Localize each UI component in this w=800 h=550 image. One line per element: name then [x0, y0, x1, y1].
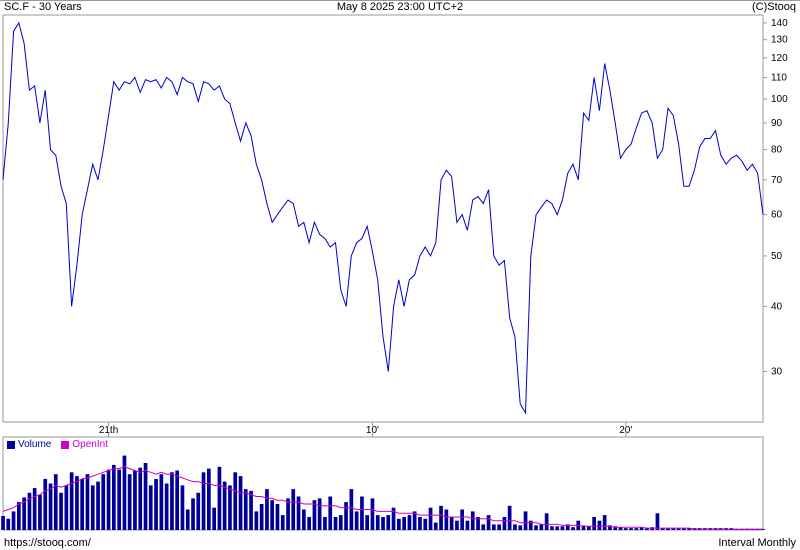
- legend-item: Volume: [7, 439, 51, 450]
- svg-text:20': 20': [619, 425, 632, 436]
- svg-text:70: 70: [771, 175, 783, 186]
- svg-text:110: 110: [771, 73, 787, 84]
- volume-legend: Volume OpenInt: [7, 439, 108, 450]
- svg-text:50: 50: [771, 251, 783, 262]
- chart-container: SC.F - 30 Years May 8 2025 23:00 UTC+2 (…: [0, 0, 800, 550]
- svg-text:21th: 21th: [99, 425, 118, 436]
- svg-text:60: 60: [771, 210, 783, 221]
- legend-swatch: [61, 441, 69, 449]
- svg-text:30: 30: [771, 367, 783, 378]
- svg-text:90: 90: [771, 118, 783, 129]
- source-url: https://stooq.com/: [4, 537, 91, 549]
- svg-text:140: 140: [771, 18, 788, 29]
- svg-text:100: 100: [771, 94, 788, 105]
- legend-label: Volume: [18, 439, 51, 450]
- svg-text:10': 10': [366, 425, 379, 436]
- legend-label: OpenInt: [72, 439, 108, 450]
- svg-text:120: 120: [771, 53, 788, 64]
- interval-label: Interval Monthly: [718, 537, 796, 549]
- chart-svg: 30 40 50 60 70 80 90 100 110 120 130 140 21th 10' 20': [0, 0, 800, 550]
- svg-text:80: 80: [771, 145, 783, 156]
- legend-swatch: [7, 441, 15, 449]
- timestamp: May 8 2025 23:00 UTC+2: [337, 1, 463, 13]
- svg-text:130: 130: [771, 35, 788, 46]
- symbol-title: SC.F - 30 Years: [4, 1, 82, 13]
- legend-item: OpenInt: [61, 439, 108, 450]
- copyright: (C)Stooq: [752, 1, 796, 13]
- svg-text:40: 40: [771, 301, 783, 312]
